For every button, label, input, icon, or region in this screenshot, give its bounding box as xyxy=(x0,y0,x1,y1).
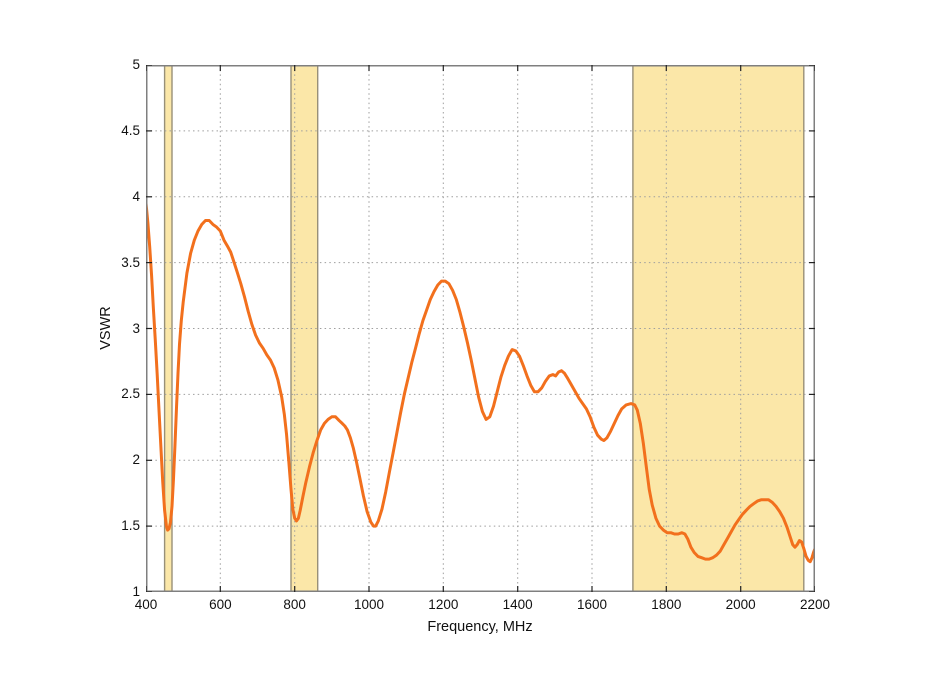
x-tick-label: 1400 xyxy=(502,597,533,612)
x-tick-label: 1600 xyxy=(576,597,608,612)
y-tick-label: 5 xyxy=(132,57,140,72)
x-tick-label: 2200 xyxy=(799,597,831,612)
y-tick-label: 1.5 xyxy=(121,518,140,534)
x-tick-label: 600 xyxy=(209,597,232,612)
x-tick-label: 1000 xyxy=(353,597,385,612)
highlight-band xyxy=(291,65,318,592)
y-tick-label: 2.5 xyxy=(121,386,140,402)
y-tick-label: 2 xyxy=(132,452,140,468)
y-tick-label: 3 xyxy=(132,320,140,336)
x-tick-label: 1200 xyxy=(428,597,459,612)
y-tick-label: 4.5 xyxy=(121,122,140,138)
plot-area xyxy=(144,64,817,593)
x-axis-title: Frequency, MHz xyxy=(427,619,533,635)
x-tick-label: 1800 xyxy=(651,597,682,612)
x-tick-label: 800 xyxy=(283,597,306,612)
vswr-curve xyxy=(144,201,817,564)
x-tick-label: 2000 xyxy=(725,597,756,612)
y-tick-label: 3.5 xyxy=(121,254,140,270)
highlight-band xyxy=(164,65,172,592)
y-tick-label: 4 xyxy=(132,188,140,204)
y-tick-label: 1 xyxy=(132,584,140,599)
y-axis-title: VSWR xyxy=(98,306,114,350)
x-tick-label: 400 xyxy=(134,597,158,612)
vswr-vs-frequency-chart xyxy=(144,64,817,593)
